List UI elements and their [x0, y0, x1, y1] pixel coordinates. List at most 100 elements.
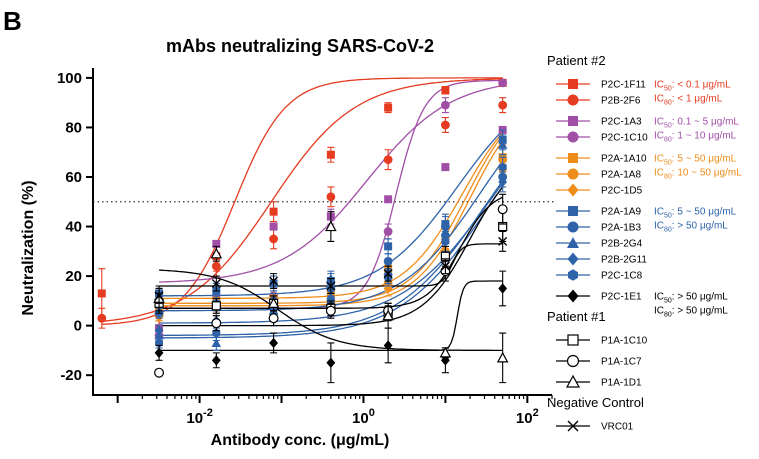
legend-ic-note: IC80: 1 ~ 10 μg/mL — [654, 131, 737, 144]
data-point — [326, 150, 335, 159]
legend-label: P2C-1C8 — [601, 271, 643, 282]
legend-label: P2A-1B3 — [601, 223, 641, 234]
legend-label: P2A-1A9 — [601, 207, 641, 218]
legend-marker — [568, 206, 578, 216]
legend-marker — [567, 168, 579, 180]
data-point — [498, 100, 508, 110]
legend-marker — [567, 334, 579, 346]
data-point — [97, 289, 106, 298]
data-point — [496, 351, 509, 363]
legend-ic-note: IC50: 5 ~ 50 μg/mL — [654, 154, 737, 167]
data-point — [383, 340, 393, 351]
legend-marker — [568, 153, 578, 163]
data-point — [267, 297, 280, 308]
data-point — [211, 279, 221, 289]
y-axis-label: Neutralization (%) — [20, 180, 37, 315]
data-point — [268, 313, 279, 324]
legend-entry-p2c-1d5: P2C-1D5 — [556, 183, 643, 197]
legend-marker — [568, 79, 578, 89]
data-point — [383, 269, 393, 279]
data-point — [498, 283, 508, 294]
legend-entry-p2a-1a9: P2A-1A9 — [556, 206, 641, 218]
y-tick-label: 60 — [65, 169, 82, 186]
legend-marker — [566, 354, 580, 368]
legend-entry-p1a-1c10: P1A-1C10 — [556, 334, 648, 347]
y-tick-label: 20 — [65, 268, 82, 285]
legend-entry-vrc01: VRC01 — [556, 420, 634, 433]
legend-entry-p2a-1a10: P2A-1A10 — [556, 153, 647, 165]
data-point — [326, 357, 336, 368]
data-point — [211, 301, 221, 311]
data-point — [269, 222, 278, 231]
data-point — [498, 236, 508, 246]
chart-title: mAbs neutralizing SARS-CoV-2 — [166, 36, 434, 56]
data-point — [211, 338, 222, 347]
legend-marker — [567, 289, 579, 303]
legend-entry-p2b-2g11: P2B-2G11 — [556, 252, 647, 266]
data-point — [212, 239, 221, 248]
legend-marker — [567, 237, 579, 248]
legend-label: P2B-2G4 — [601, 239, 643, 250]
legend-marker — [568, 269, 578, 281]
series-p1a-1d1 — [153, 211, 509, 384]
legend-entry-p2c-1c10: P2C-1C10 — [556, 131, 648, 144]
data-point — [441, 163, 450, 172]
legend-marker — [567, 131, 579, 143]
legend-marker — [567, 221, 579, 233]
legend-marker — [568, 116, 578, 126]
legend-label: P2C-1E1 — [601, 292, 642, 303]
y-tick-label: 100 — [57, 70, 82, 87]
data-point — [211, 261, 221, 271]
data-point — [211, 318, 222, 329]
x-axis-label: Antibody conc. (μg/mL) — [211, 432, 390, 449]
legend-marker — [565, 374, 581, 388]
data-point — [384, 242, 393, 251]
legend-entry-p1a-1c7: P1A-1C7 — [556, 354, 642, 368]
x-tick-label: 10-2 — [186, 407, 212, 427]
legend-entry-p2a-1a8: P2A-1A8 — [556, 168, 641, 181]
y-tick-label: 0 — [74, 318, 82, 335]
legend-label: P2A-1A10 — [601, 154, 647, 165]
data-point — [497, 204, 508, 215]
legend-entry-p2c-1c8: P2C-1C8 — [556, 269, 643, 282]
legend-label: P2A-1A8 — [601, 170, 641, 181]
x-tick-label: 102 — [516, 407, 539, 427]
data-point — [383, 155, 393, 165]
legend-marker — [567, 94, 579, 106]
fit-curve-p2c-1f11 — [101, 77, 503, 325]
data-point — [269, 276, 279, 286]
data-point — [325, 305, 336, 316]
legend-label: VRC01 — [601, 422, 634, 433]
data-point — [326, 192, 336, 202]
data-point — [382, 309, 394, 321]
legend-label: P2B-2G11 — [601, 255, 647, 266]
data-point — [154, 291, 164, 301]
data-point — [439, 346, 452, 358]
legend-label: P2C-1C10 — [601, 133, 648, 144]
legend-ic-note: IC50: 0.1 ~ 5 μg/mL — [654, 117, 739, 130]
legend-ic-note: IC50: 5 ~ 50 μg/mL — [654, 207, 737, 220]
data-point — [384, 103, 393, 112]
data-point — [441, 120, 450, 130]
legend-label: P1A-1C7 — [601, 357, 642, 368]
data-point — [269, 234, 278, 244]
data-point — [384, 195, 393, 204]
data-point — [154, 347, 164, 359]
series-vrc01 — [154, 230, 508, 304]
data-points — [97, 78, 509, 384]
data-point — [325, 220, 337, 232]
legend-ic-note: IC80: > 50 μg/mL — [654, 221, 728, 234]
data-point — [326, 281, 336, 291]
legend-marker — [567, 183, 579, 197]
legend-entry-p2b-2g4: P2B-2G4 — [556, 237, 643, 250]
data-point — [498, 176, 508, 188]
legend-marker — [567, 420, 579, 432]
legend-label: P2C-1A3 — [601, 117, 642, 128]
data-point — [440, 261, 450, 271]
legend-ic-note: IC80: 10 ~ 50 μg/mL — [654, 168, 742, 181]
y-tick-label: -20 — [60, 367, 82, 384]
legend-entry-p2a-1b3: P2A-1B3 — [556, 221, 641, 234]
data-point — [498, 162, 507, 172]
data-point — [154, 325, 164, 336]
